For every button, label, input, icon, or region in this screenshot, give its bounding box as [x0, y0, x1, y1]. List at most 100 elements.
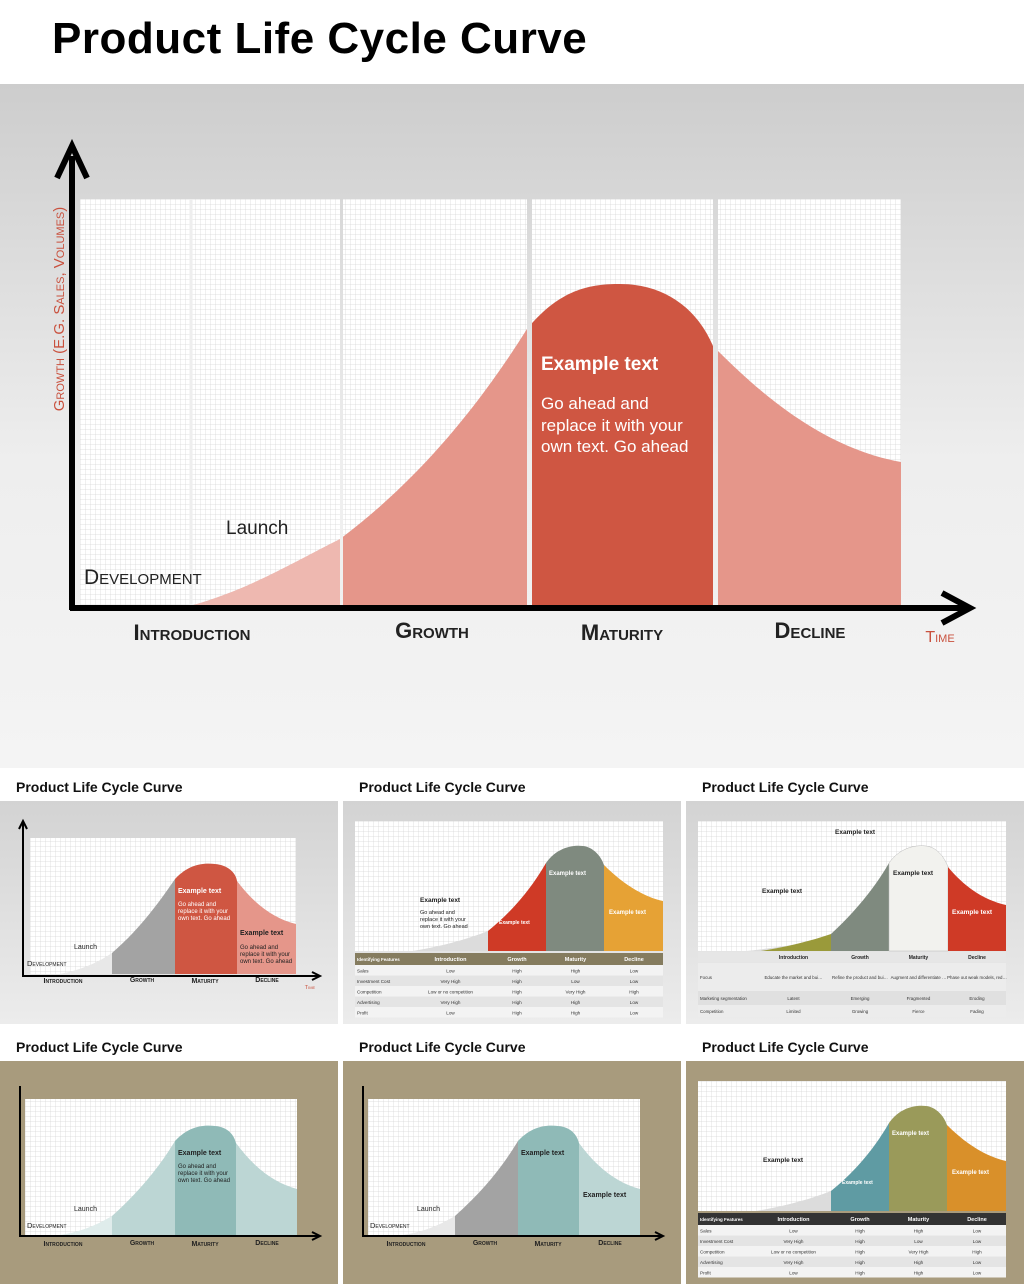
table-cell: High: [512, 1011, 522, 1016]
table-header-row: [698, 952, 1006, 962]
example-heading: Example text: [541, 354, 659, 375]
example-heading: Example text: [763, 1157, 804, 1164]
example-line-2: replace it with your: [178, 1171, 228, 1177]
table-header-cell: Growth: [851, 955, 869, 961]
example-heading-orange: Example text: [609, 910, 646, 916]
stage-introduction: Introduction: [44, 1241, 83, 1248]
example-line-2: replace it with your: [178, 909, 228, 915]
example-line-3: own text. Go ahead: [178, 916, 230, 922]
y-axis-label: Growth (E.G. Sales, Volumes): [51, 207, 68, 411]
table-cell: Low: [571, 979, 580, 984]
focus-table: Introduction Growth Maturity Decline Focus Ed…: [698, 952, 1007, 1017]
thumbnail-title: Product Life Cycle Curve: [359, 779, 526, 795]
substage-development: Development: [370, 1221, 410, 1230]
table-cell: Low: [789, 1229, 798, 1234]
substage-launch: Launch: [74, 944, 97, 951]
table-cell: Focus: [700, 975, 713, 980]
substage-development: Development: [27, 959, 67, 968]
features-table: Identifying Features Introduction Growth Ma…: [698, 1213, 1006, 1278]
example-line-3: own text. Go ahead: [541, 437, 688, 456]
table-cell: Low or no competition: [771, 1250, 816, 1255]
table-cell: High: [571, 1011, 581, 1016]
table-cell: Emerging: [851, 996, 870, 1001]
curve-maturity: [888, 845, 949, 952]
curve-decline: [236, 1143, 297, 1235]
thumbnail-3[interactable]: Product Life Cycle Curve Example text Ex…: [686, 771, 1024, 1024]
stage-decline: Decline: [598, 1240, 622, 1247]
table-cell: Very High: [784, 1239, 804, 1244]
table-cell: High: [512, 990, 522, 995]
table-header-cell: Growth: [507, 957, 527, 963]
table-cell: Limited: [786, 1009, 801, 1014]
table-cell: High: [855, 1229, 865, 1234]
table-header-cell: Maturity: [909, 955, 929, 961]
table-cell: Low: [630, 979, 639, 984]
life-cycle-diagram: Growth (E.G. Sales, Volumes) Time Develo…: [51, 138, 977, 646]
table-row: [698, 1246, 1006, 1257]
thumbnail-title: Product Life Cycle Curve: [702, 779, 869, 795]
curve-decline: [948, 867, 1006, 951]
table-cell: Investment Cost: [700, 1239, 734, 1244]
stage-maturity: Maturity: [534, 1241, 562, 1248]
stage-maturity: Maturity: [191, 1241, 219, 1248]
table-cell: Low: [973, 1260, 982, 1265]
table-header-cell: Identifying Features: [700, 1217, 743, 1222]
table-cell: Low: [630, 1011, 639, 1016]
table-cell: Low: [630, 969, 639, 974]
example-heading-orange: Example text: [952, 1170, 989, 1176]
table-cell: Low: [630, 1000, 639, 1005]
table-row: [698, 1225, 1006, 1236]
example-heading-2: Example text: [240, 930, 284, 937]
thumbnail-1[interactable]: Product Life Cycle Curve Development Lau…: [0, 771, 338, 1024]
curve-maturity: [546, 845, 604, 951]
thumbnail-5[interactable]: Product Life Cycle Curve Development Lau…: [343, 1031, 681, 1284]
table-header-cell: Decline: [967, 1217, 987, 1223]
table-cell: High: [855, 1250, 865, 1255]
curve-introduction: [190, 539, 340, 606]
x-axis-arrowhead: [311, 971, 323, 981]
example-heading-sage: Example text: [549, 871, 586, 877]
example-line-2-3: own text. Go ahead: [240, 959, 292, 965]
example-line-3: own text. Go ahead: [178, 1178, 230, 1184]
curve-growth: [112, 1141, 175, 1235]
table-cell: Sales: [357, 969, 369, 974]
table-cell: Low: [446, 969, 455, 974]
table-header-cell: Introduction: [434, 957, 467, 963]
stage-growth: Growth: [130, 977, 155, 984]
table-cell: Eroding: [969, 996, 985, 1001]
y-axis-arrowhead: [18, 818, 28, 830]
table-header-cell: Introduction: [777, 1217, 810, 1223]
table-header-cell: Maturity: [565, 957, 587, 963]
curve-introduction: [413, 931, 488, 951]
substage-development: Development: [27, 1221, 67, 1230]
stage-maturity: Maturity: [191, 978, 219, 985]
thumbnail-2[interactable]: Product Life Cycle Curve Example text Go…: [343, 771, 681, 1024]
example-heading-top: Example text: [835, 829, 876, 836]
stage-introduction: Introduction: [134, 620, 251, 645]
curve-maturity: [175, 863, 237, 974]
thumbnail-4[interactable]: Product Life Cycle Curve Development Lau…: [0, 1031, 338, 1284]
thumbnail-title: Product Life Cycle Curve: [16, 779, 183, 795]
stage-growth: Growth: [130, 1240, 155, 1247]
table-cell: Very High: [909, 1250, 929, 1255]
curve-decline: [947, 1125, 1006, 1211]
table-cell: Latent: [787, 996, 800, 1001]
y-axis-arrowhead: [54, 138, 90, 180]
table-cell: High: [914, 1271, 924, 1276]
curve-growth: [831, 1123, 889, 1211]
example-line-2: replace it with your: [541, 416, 683, 435]
thumbnail-6[interactable]: Product Life Cycle Curve Example text Ex…: [686, 1031, 1024, 1284]
table-row: [355, 1007, 663, 1018]
example-heading-teal: Example text: [842, 1180, 873, 1186]
table-row: [698, 1256, 1006, 1267]
table-row: [355, 965, 663, 976]
table-cell: Sales: [700, 1229, 712, 1234]
x-axis-arrowhead: [311, 1231, 323, 1241]
table-cell: Advertising: [700, 1260, 723, 1265]
thumbnail-6-diagram: Example text Example text Example text E…: [698, 1081, 1006, 1278]
substage-development: Development: [84, 566, 202, 589]
page-title: Product Life Cycle Curve: [52, 14, 588, 63]
example-line-1: Go ahead and: [420, 910, 455, 916]
curve-maturity: [889, 1105, 947, 1211]
curve-growth: [831, 863, 889, 951]
